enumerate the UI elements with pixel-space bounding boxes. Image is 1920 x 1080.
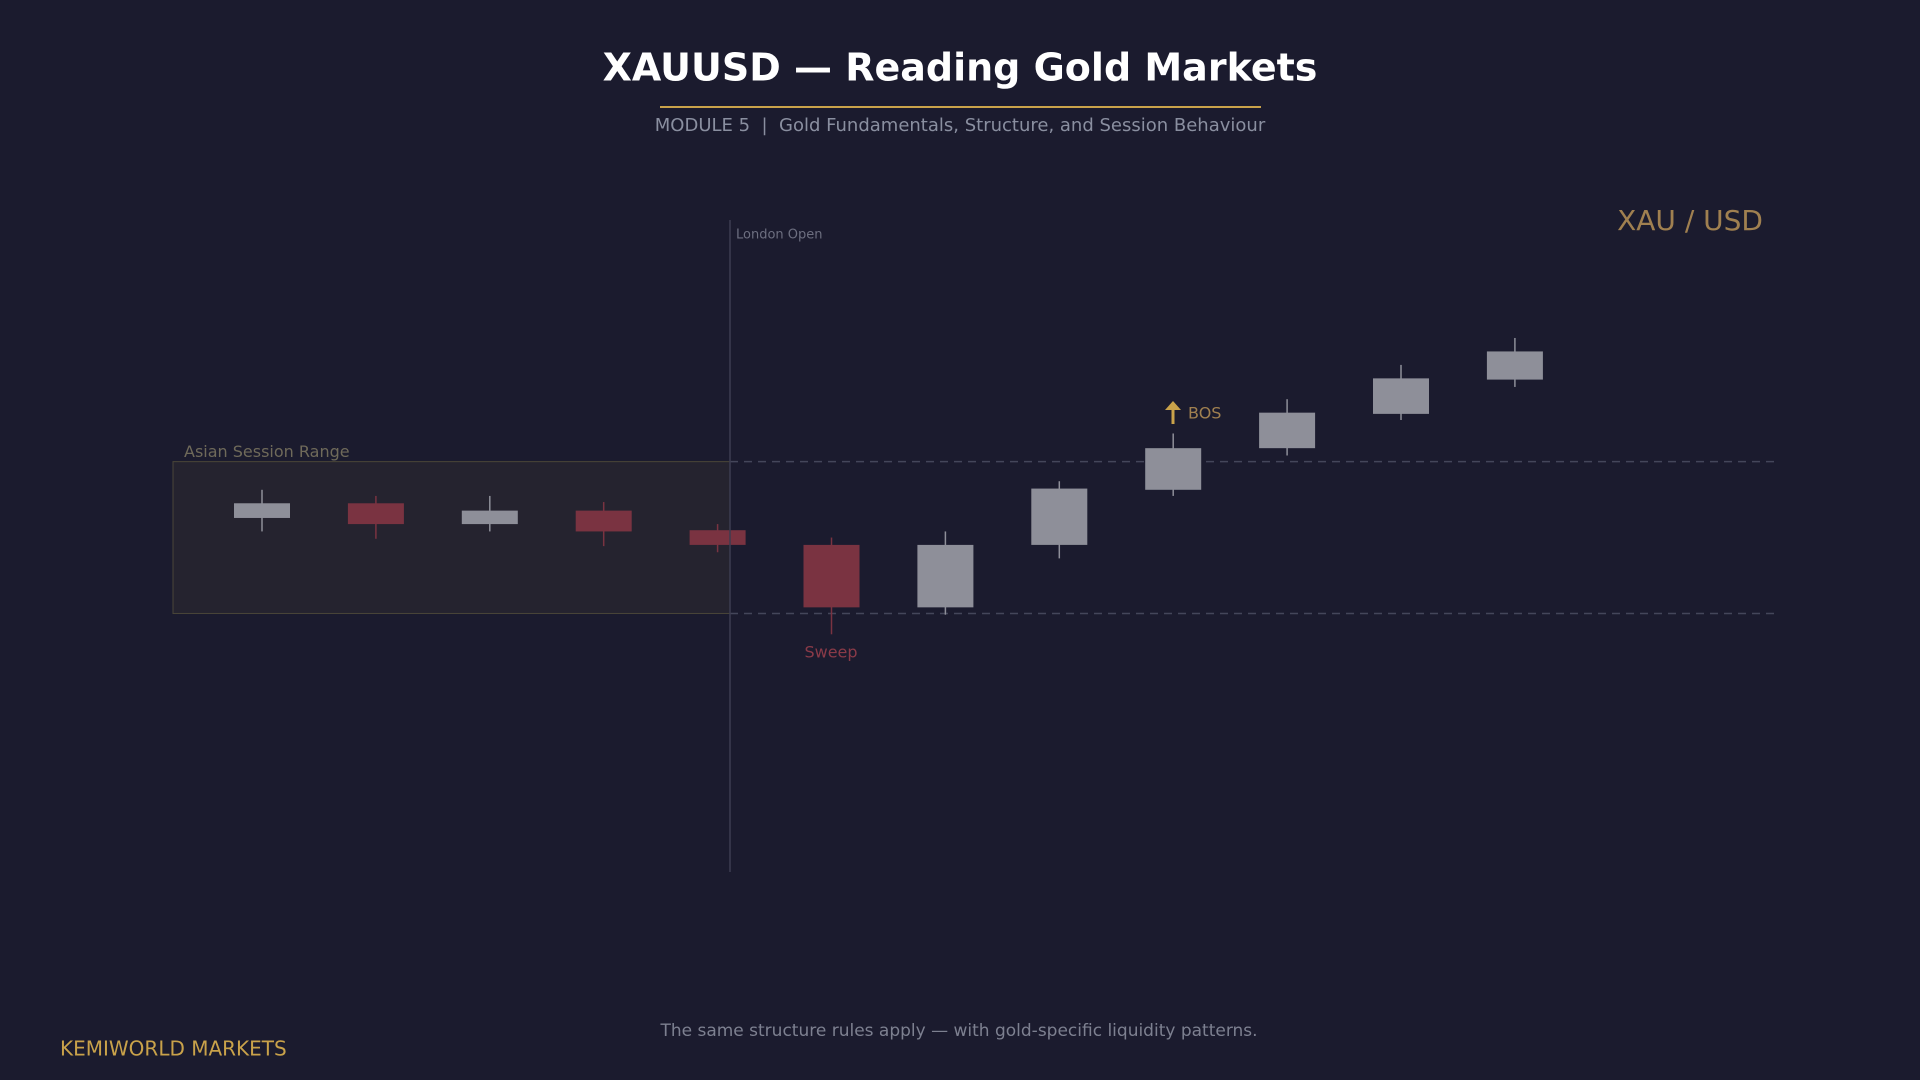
asian-range-label: Asian Session Range: [184, 442, 350, 461]
candle-body: [803, 544, 860, 608]
candle-body: [234, 503, 290, 518]
bos-arrow: [1165, 401, 1181, 424]
title: XAUUSD — Reading Gold Markets: [603, 46, 1318, 90]
london-open-label: London Open: [736, 228, 823, 243]
brand: KEMIWORLD MARKETS: [60, 1037, 287, 1061]
candle-body: [1373, 378, 1429, 414]
candle-body: [917, 544, 974, 608]
candle-body: [347, 503, 404, 525]
candle-body: [1259, 412, 1316, 449]
sweep-label: Sweep: [804, 643, 857, 662]
chart-label: XAU / USD: [1617, 204, 1763, 237]
bos-label: BOS: [1188, 404, 1221, 423]
candle-body: [1031, 488, 1088, 545]
candle-body: [1486, 351, 1543, 380]
subtitle: MODULE 5 | Gold Fundamentals, Structure,…: [655, 115, 1266, 136]
asian-range-box: [172, 461, 731, 614]
plot: Asian Session Range: [172, 337, 1776, 635]
candle-body: [461, 510, 518, 525]
caption: The same structure rules apply — with go…: [659, 1021, 1257, 1041]
bos-arrow-head: [1165, 401, 1181, 410]
candle-body: [575, 510, 632, 532]
candle-body: [1145, 448, 1202, 490]
candle-body: [689, 530, 746, 545]
